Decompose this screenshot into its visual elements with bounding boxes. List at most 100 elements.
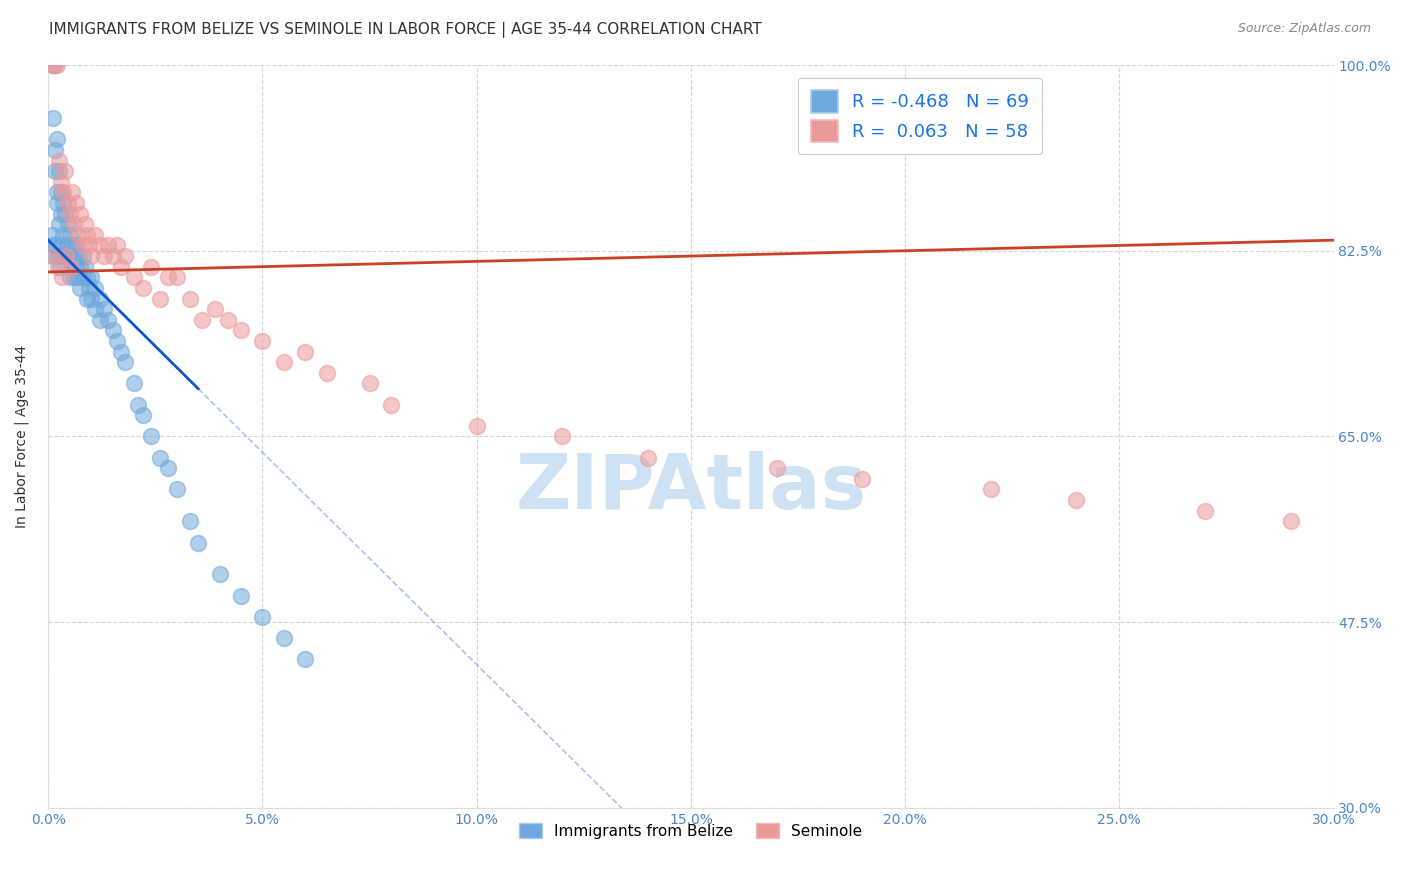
Point xyxy=(84,227,107,242)
Point xyxy=(46,249,69,263)
Point xyxy=(93,249,115,263)
Point xyxy=(122,376,145,391)
Point xyxy=(77,238,100,252)
Point xyxy=(65,196,87,211)
Point xyxy=(76,292,98,306)
Point xyxy=(273,355,295,369)
Point xyxy=(157,270,180,285)
Point xyxy=(77,281,100,295)
Point xyxy=(315,366,337,380)
Point xyxy=(52,186,75,200)
Point xyxy=(52,196,75,211)
Point xyxy=(60,186,83,200)
Point xyxy=(380,398,402,412)
Point xyxy=(45,186,67,200)
Point xyxy=(637,450,659,465)
Point xyxy=(84,302,107,317)
Point xyxy=(114,249,136,263)
Point xyxy=(67,270,90,285)
Text: IMMIGRANTS FROM BELIZE VS SEMINOLE IN LABOR FORCE | AGE 35-44 CORRELATION CHART: IMMIGRANTS FROM BELIZE VS SEMINOLE IN LA… xyxy=(49,22,762,38)
Point xyxy=(229,589,252,603)
Point xyxy=(73,217,96,231)
Point xyxy=(166,270,188,285)
Point xyxy=(52,227,75,242)
Point xyxy=(80,292,103,306)
Point xyxy=(41,58,63,72)
Point xyxy=(44,143,66,157)
Point xyxy=(127,398,149,412)
Point xyxy=(80,270,103,285)
Point xyxy=(229,323,252,337)
Point xyxy=(191,312,214,326)
Point xyxy=(44,58,66,72)
Point xyxy=(41,227,63,242)
Point xyxy=(48,217,70,231)
Point xyxy=(59,270,82,285)
Text: ZIPAtlas: ZIPAtlas xyxy=(515,451,866,525)
Point xyxy=(179,292,201,306)
Point xyxy=(131,408,153,422)
Point xyxy=(73,260,96,274)
Point xyxy=(208,567,231,582)
Point xyxy=(110,344,132,359)
Point xyxy=(65,238,87,252)
Point xyxy=(49,238,72,252)
Point xyxy=(110,260,132,274)
Point xyxy=(55,249,77,263)
Point xyxy=(76,270,98,285)
Point xyxy=(114,355,136,369)
Point xyxy=(101,249,124,263)
Point xyxy=(252,334,274,348)
Point xyxy=(49,260,72,274)
Point xyxy=(465,418,488,433)
Point xyxy=(49,206,72,220)
Point xyxy=(42,249,65,263)
Point xyxy=(56,238,79,252)
Point xyxy=(59,249,82,263)
Point xyxy=(149,292,172,306)
Point xyxy=(69,281,91,295)
Point xyxy=(72,249,94,263)
Point xyxy=(157,461,180,475)
Point xyxy=(80,249,103,263)
Point xyxy=(41,111,63,125)
Point xyxy=(273,631,295,645)
Point xyxy=(55,164,77,178)
Point xyxy=(63,249,86,263)
Point xyxy=(60,238,83,252)
Point xyxy=(63,270,86,285)
Point xyxy=(1066,493,1088,508)
Point xyxy=(105,238,128,252)
Point xyxy=(51,270,73,285)
Point xyxy=(56,217,79,231)
Point xyxy=(41,238,63,252)
Point xyxy=(187,535,209,549)
Point xyxy=(41,58,63,72)
Point xyxy=(53,249,76,263)
Point xyxy=(765,461,787,475)
Point xyxy=(139,260,162,274)
Point xyxy=(139,429,162,443)
Point xyxy=(84,281,107,295)
Point xyxy=(980,483,1002,497)
Point xyxy=(122,270,145,285)
Point xyxy=(93,302,115,317)
Point xyxy=(65,260,87,274)
Point xyxy=(217,312,239,326)
Point xyxy=(67,249,90,263)
Point xyxy=(359,376,381,391)
Point xyxy=(49,175,72,189)
Point xyxy=(179,514,201,528)
Point xyxy=(69,260,91,274)
Point xyxy=(48,164,70,178)
Legend: Immigrants from Belize, Seminole: Immigrants from Belize, Seminole xyxy=(513,816,869,845)
Point xyxy=(131,281,153,295)
Point xyxy=(149,450,172,465)
Point xyxy=(42,249,65,263)
Point xyxy=(76,227,98,242)
Point xyxy=(45,238,67,252)
Point xyxy=(59,260,82,274)
Point xyxy=(59,227,82,242)
Point xyxy=(45,58,67,72)
Point xyxy=(252,609,274,624)
